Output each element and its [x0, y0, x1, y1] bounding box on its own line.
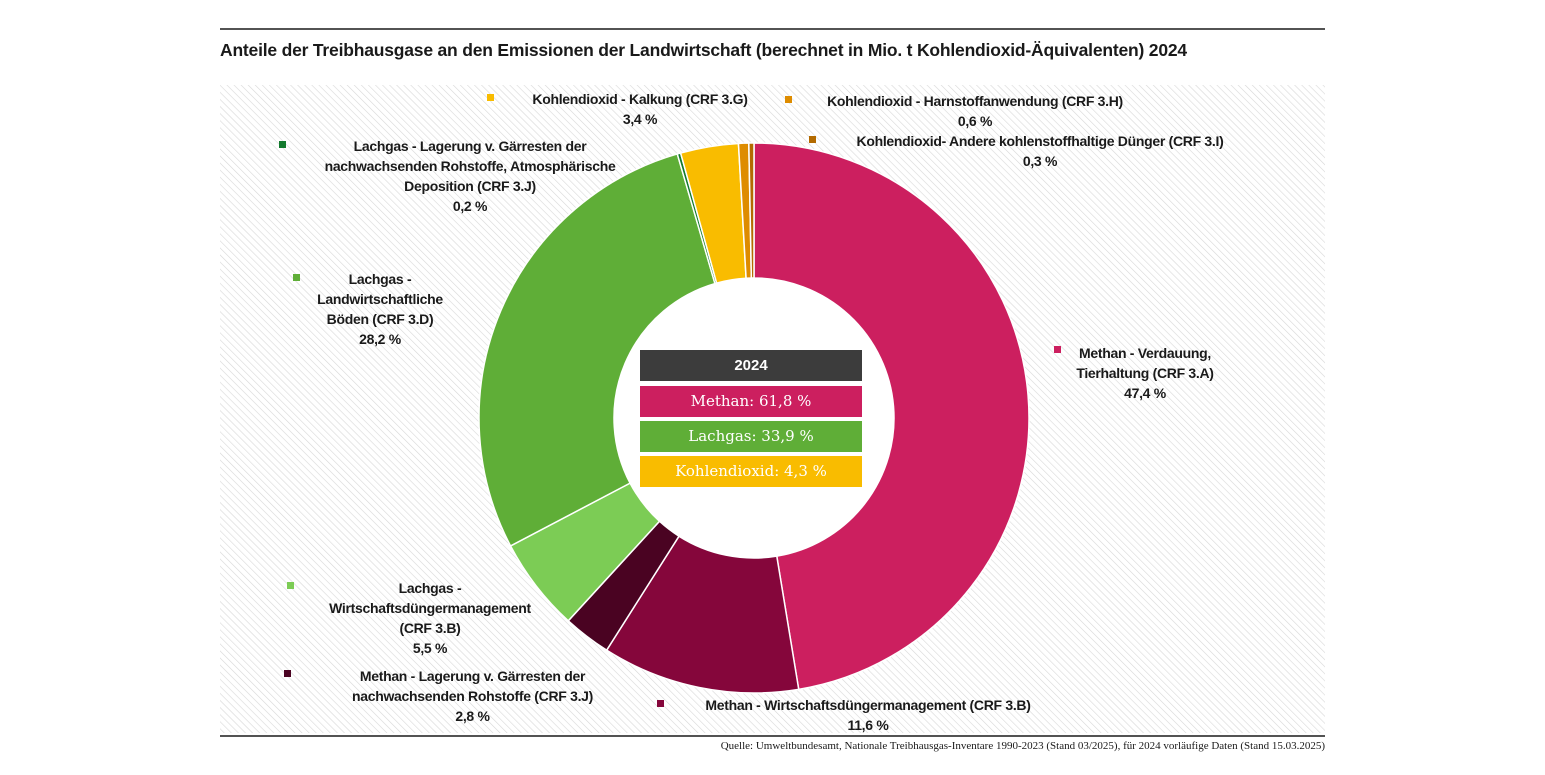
category-label: Kohlendioxid - Kalkung (CRF 3.G)	[532, 91, 748, 107]
segment-label: Methan - Wirtschaftsdüngermanagement (CR…	[688, 695, 1048, 735]
category-label: Lachgas - Landwirtschaftliche Böden (CRF…	[317, 271, 443, 327]
segment-label: Methan - Verdauung, Tierhaltung (CRF 3.A…	[1065, 343, 1225, 403]
category-label: Lachgas - Wirtschaftsdüngermanagement (C…	[329, 580, 531, 636]
legend-marker	[487, 94, 494, 101]
donut-segment	[753, 142, 1030, 691]
category-label: Kohlendioxid- Andere kohlenstoffhaltige …	[856, 133, 1224, 149]
donut-hole	[614, 278, 894, 558]
category-label: Methan - Wirtschaftsdüngermanagement (CR…	[705, 697, 1031, 713]
value-label: 5,5 %	[412, 640, 448, 656]
segment-label: Lachgas - Landwirtschaftliche Böden (CRF…	[310, 269, 450, 349]
legend-marker	[293, 274, 300, 281]
value-label: 0,2 %	[452, 198, 488, 214]
summary-row: Lachgas: 33,9 %	[640, 421, 862, 452]
segment-label: Lachgas - Wirtschaftsdüngermanagement (C…	[315, 578, 545, 658]
value-label: 11,6 %	[847, 717, 889, 733]
value-label: 47,4 %	[1124, 385, 1166, 401]
value-label: 0,6 %	[957, 113, 993, 129]
source: Quelle: Umweltbundesamt, Nationale Treib…	[720, 740, 1325, 752]
donut-segment	[748, 142, 755, 279]
summary-row: Methan: 61,8 %	[640, 386, 862, 417]
legend-marker	[279, 141, 286, 148]
legend-marker	[287, 582, 294, 589]
category-label: Kohlendioxid - Harnstoffanwendung (CRF 3…	[827, 93, 1123, 109]
segment-label: Kohlendioxid - Kalkung (CRF 3.G) 3,4 %	[520, 89, 760, 129]
value-label: 0,3 %	[1022, 153, 1058, 169]
segment-label: Methan - Lagerung v. Gärresten der nachw…	[335, 666, 610, 726]
donut-segment	[478, 152, 716, 547]
legend-marker	[657, 700, 664, 707]
category-label: Lachgas - Lagerung v. Gärresten der nach…	[324, 138, 616, 194]
value-label: 28,2 %	[359, 331, 401, 347]
segment-label: Kohlendioxid - Harnstoffanwendung (CRF 3…	[800, 91, 1150, 131]
chart-title: Anteile der Treibhausgase an den Emissio…	[220, 40, 1187, 60]
summary-row: Kohlendioxid: 4,3 %	[640, 456, 862, 487]
legend-marker	[785, 96, 792, 103]
segment-label: Kohlendioxid- Andere kohlenstoffhaltige …	[835, 131, 1245, 171]
category-label: Methan - Verdauung, Tierhaltung (CRF 3.A…	[1076, 345, 1214, 381]
legend-marker	[284, 670, 291, 677]
summary-title: 2024	[640, 350, 862, 381]
value-label: 2,8 %	[455, 708, 490, 724]
value-label: 3,4 %	[622, 111, 658, 127]
legend-marker	[1054, 346, 1061, 353]
segment-label: Lachgas - Lagerung v. Gärresten der nach…	[300, 136, 640, 216]
legend-marker	[809, 136, 816, 143]
category-label: Methan - Lagerung v. Gärresten der nachw…	[351, 668, 594, 704]
